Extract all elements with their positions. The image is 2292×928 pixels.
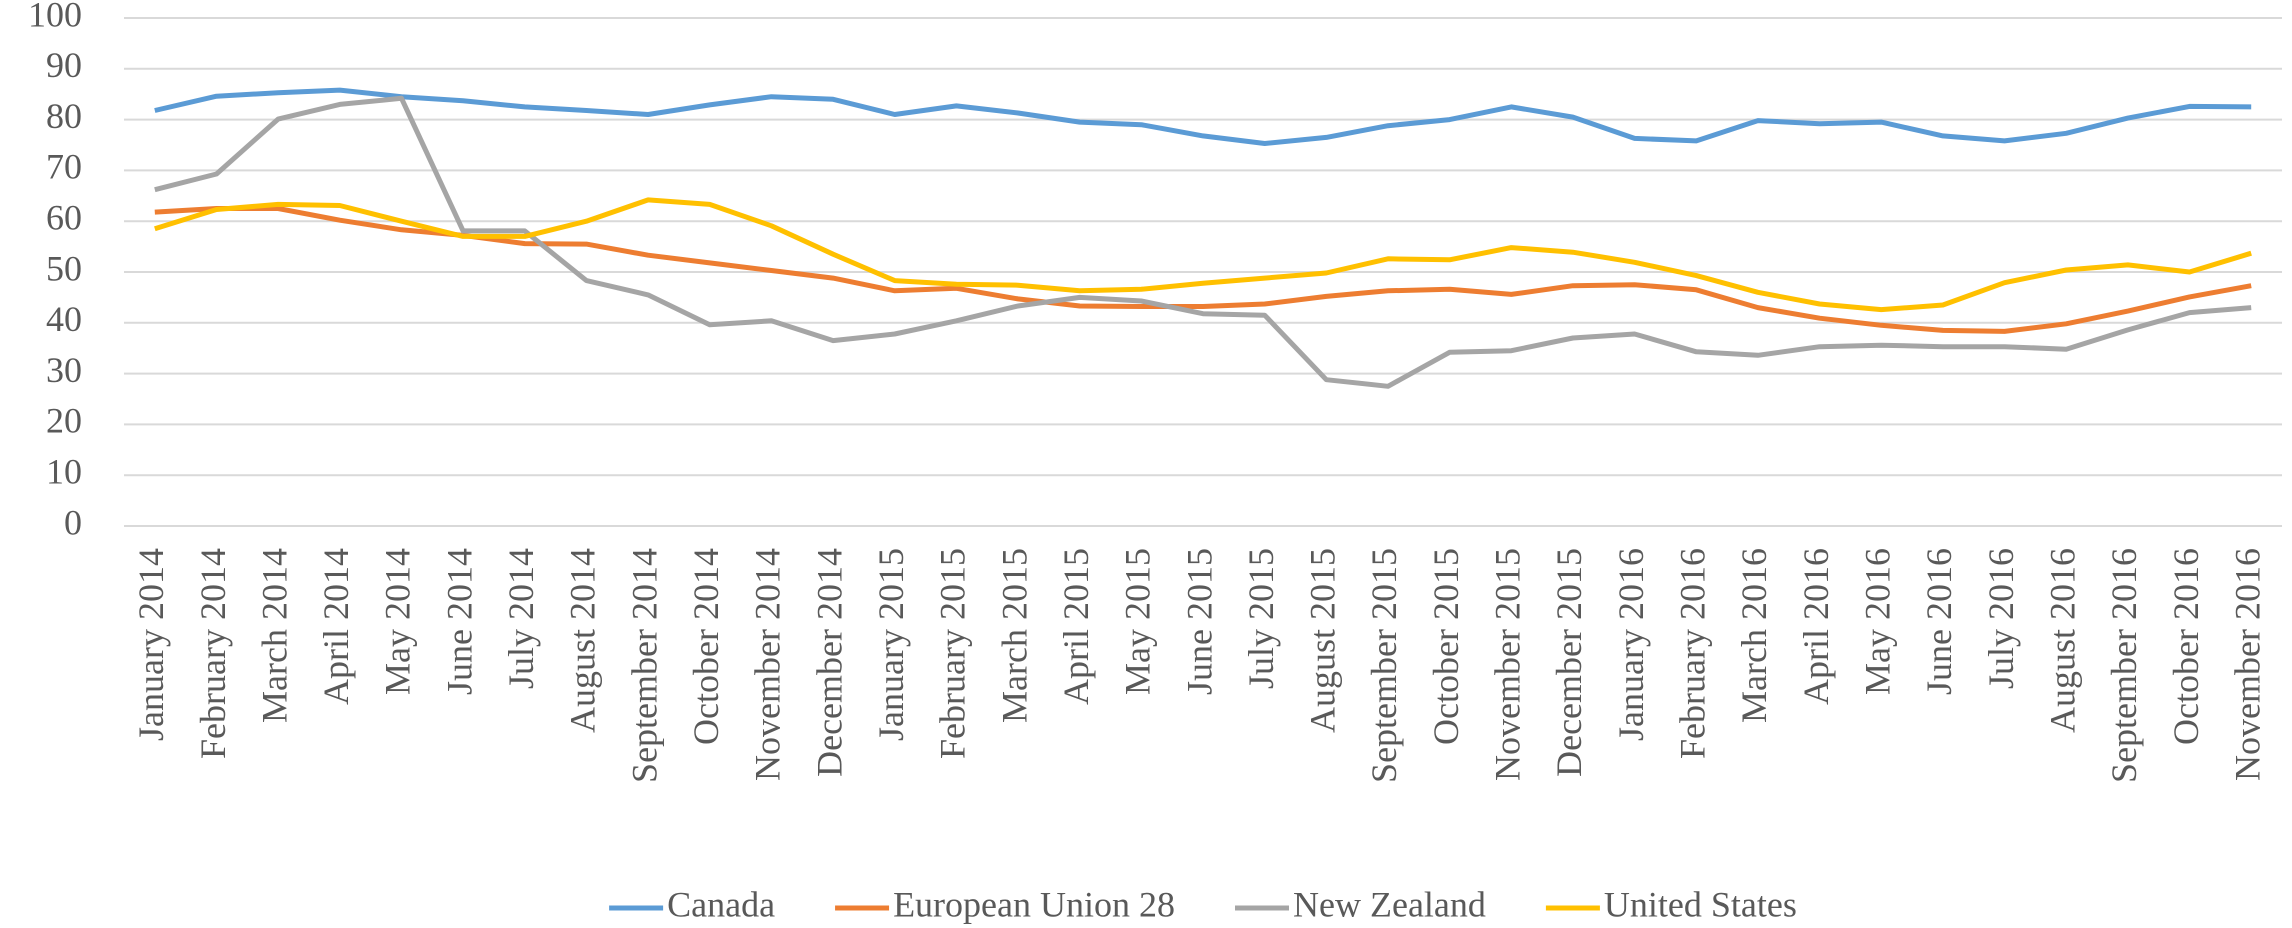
series-line [154,95,2252,389]
x-tick-label: February 2015 [933,548,973,759]
x-tick-label: March 2014 [254,548,294,723]
x-tick-label: November 2016 [2227,548,2267,781]
x-tick-label: June 2016 [1919,548,1959,695]
x-tick-label: February 2016 [1673,548,1713,759]
y-tick-label: 90 [46,45,82,85]
y-tick-label: 30 [46,350,82,390]
y-tick-label: 10 [46,451,82,491]
x-tick-label: October 2016 [2166,548,2206,745]
legend-label: European Union 28 [893,884,1175,924]
series-line [154,197,2252,313]
y-tick-label: 20 [46,401,82,441]
y-tick-label: 50 [46,248,82,288]
x-tick-label: September 2014 [624,548,664,783]
x-tick-label: September 2015 [1364,548,1404,783]
legend-label: United States [1604,884,1797,924]
x-tick-label: January 2016 [1611,548,1651,741]
x-tick-label: September 2016 [2104,548,2144,783]
x-tick-label: August 2016 [2042,548,2082,733]
x-tick-label: June 2014 [439,548,479,695]
x-tick-label: April 2015 [1056,548,1096,705]
series-line [154,87,2252,146]
y-tick-label: 40 [46,299,82,339]
x-tick-label: June 2015 [1179,548,1219,695]
x-tick-label: May 2016 [1857,548,1897,695]
x-tick-label: January 2015 [871,548,911,741]
x-tick-label: October 2015 [1426,548,1466,745]
y-tick-label: 0 [64,502,82,542]
legend-label: New Zealand [1293,884,1486,924]
x-tick-label: February 2014 [193,548,233,759]
x-tick-label: March 2015 [994,548,1034,723]
x-tick-label: July 2014 [501,548,541,689]
x-tick-label: May 2014 [378,548,418,695]
series-line [154,206,2252,334]
x-tick-label: November 2014 [748,548,788,781]
x-tick-label: December 2014 [809,548,849,777]
x-tick-label: July 2016 [1981,548,2021,689]
x-tick-label: July 2015 [1241,548,1281,689]
y-tick-label: 60 [46,197,82,237]
y-tick-label: 100 [28,0,82,34]
x-tick-label: May 2015 [1118,548,1158,695]
y-tick-label: 80 [46,96,82,136]
x-tick-label: April 2014 [316,548,356,705]
x-tick-label: April 2016 [1796,548,1836,705]
x-tick-label: October 2014 [686,548,726,745]
x-tick-label: August 2015 [1303,548,1343,733]
x-tick-label: January 2014 [131,548,171,741]
legend-label: Canada [667,884,775,924]
x-tick-label: March 2016 [1734,548,1774,723]
x-tick-label: December 2015 [1549,548,1589,777]
x-tick-label: November 2015 [1488,548,1528,781]
x-tick-label: August 2014 [563,548,603,733]
y-tick-label: 70 [46,147,82,187]
